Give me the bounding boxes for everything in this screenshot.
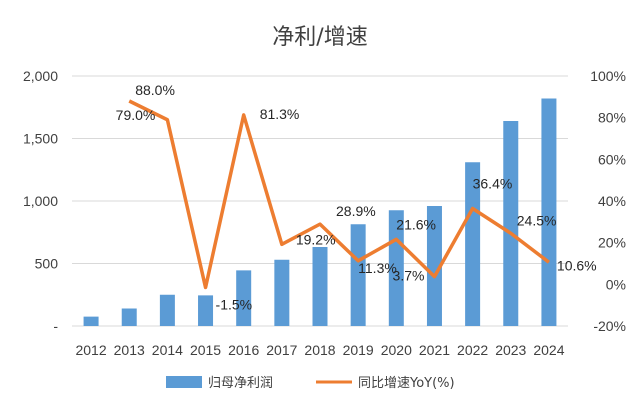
bar-series	[83, 98, 557, 326]
bar	[503, 121, 519, 326]
left-tick-label: 2,000	[23, 68, 58, 84]
data-label: 21.6%	[396, 216, 436, 232]
right-tick-label: 0%	[606, 276, 626, 292]
bar	[350, 224, 366, 326]
line-series: 88.0% 79.0% -1.5% 81.3% 19.2%28.9% 11.3% 21.6%…	[116, 82, 597, 312]
x-tick-label: 2013	[114, 342, 145, 358]
right-axis-ticks: -20% 0% 20% 40% 60% 80% 100%	[590, 68, 626, 334]
bar	[274, 259, 290, 326]
right-tick-label: 80%	[598, 110, 626, 126]
x-tick-label: 2019	[343, 342, 374, 358]
bar	[388, 210, 404, 326]
bar	[159, 294, 175, 326]
bar	[236, 270, 252, 326]
data-label: 19.2%	[296, 231, 336, 247]
data-label: 10.6%	[557, 257, 597, 273]
data-label: 24.5%	[517, 212, 557, 228]
x-axis-ticks: 2012 2013 2014 2015 2016 2017 2018 2019 2020 2021…	[75, 342, 564, 358]
legend-label-line: 同比增速YoY(%)	[358, 376, 455, 391]
bar	[312, 247, 328, 326]
right-tick-label: 60%	[598, 151, 626, 167]
left-tick-label: 500	[35, 256, 59, 272]
x-tick-label: 2022	[457, 342, 488, 358]
x-tick-label: 2017	[266, 342, 297, 358]
bar	[83, 316, 99, 326]
data-label: 11.3%	[358, 260, 397, 276]
left-tick-label: -	[53, 318, 58, 334]
bar	[121, 308, 137, 326]
right-tick-label: -20%	[593, 318, 626, 334]
left-tick-label: 1,500	[23, 131, 58, 147]
x-tick-label: 2020	[381, 342, 412, 358]
chart-title: 净利/增速	[272, 25, 367, 50]
data-label: 81.3%	[260, 106, 300, 122]
data-label: 3.7%	[393, 268, 425, 284]
right-tick-label: 40%	[598, 193, 626, 209]
x-tick-label: 2021	[419, 342, 450, 358]
x-tick-label: 2018	[304, 342, 335, 358]
data-label: -1.5%	[216, 296, 253, 312]
legend: 归母净利润 同比增速YoY(%)	[166, 376, 455, 391]
bar	[541, 98, 557, 326]
x-tick-label: 2016	[228, 342, 259, 358]
right-tick-label: 100%	[590, 68, 626, 84]
left-axis-ticks: - 500 1,000 1,500 2,000	[23, 68, 58, 334]
right-tick-label: 20%	[598, 235, 626, 251]
growth-line	[128, 99, 550, 290]
data-label: 88.0%	[135, 82, 175, 98]
x-tick-label: 2015	[190, 342, 221, 358]
data-label: 79.0%	[116, 107, 156, 123]
x-tick-label: 2023	[495, 342, 526, 358]
gridlines	[72, 75, 568, 327]
bar	[426, 206, 442, 326]
bar	[465, 162, 481, 326]
left-tick-label: 1,000	[23, 193, 58, 209]
x-tick-label: 2014	[152, 342, 183, 358]
legend-label-bar: 归母净利润	[208, 376, 273, 391]
legend-swatch-bar	[166, 376, 202, 388]
data-label: 36.4%	[473, 176, 513, 192]
bar	[198, 295, 214, 326]
x-tick-label: 2024	[533, 342, 564, 358]
data-label: 28.9%	[336, 203, 376, 219]
x-tick-label: 2012	[75, 342, 106, 358]
